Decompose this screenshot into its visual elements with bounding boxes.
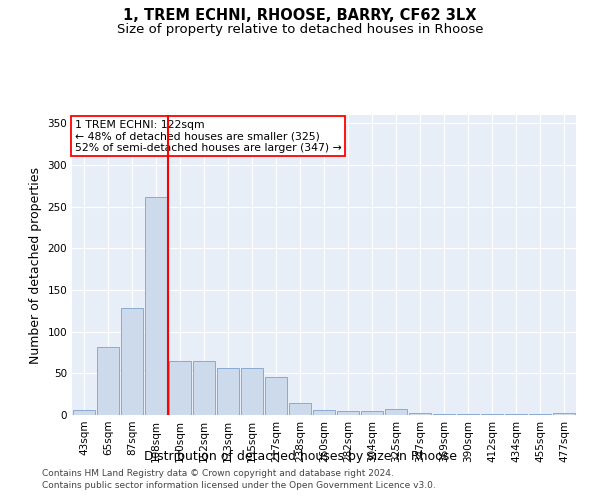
- Bar: [457, 414, 479, 415]
- Bar: [169, 361, 191, 415]
- Y-axis label: Number of detached properties: Number of detached properties: [29, 166, 42, 364]
- Bar: [433, 414, 455, 415]
- Bar: [505, 414, 527, 415]
- Text: Contains HM Land Registry data © Crown copyright and database right 2024.: Contains HM Land Registry data © Crown c…: [42, 468, 394, 477]
- Bar: [265, 376, 287, 415]
- Bar: [73, 410, 95, 415]
- Bar: [241, 368, 263, 415]
- Bar: [385, 409, 407, 415]
- Bar: [529, 414, 551, 415]
- Bar: [553, 414, 575, 415]
- Bar: [337, 411, 359, 415]
- Bar: [361, 411, 383, 415]
- Bar: [289, 404, 311, 415]
- Bar: [97, 346, 119, 415]
- Bar: [481, 414, 503, 415]
- Bar: [121, 308, 143, 415]
- Text: Contains public sector information licensed under the Open Government Licence v3: Contains public sector information licen…: [42, 481, 436, 490]
- Bar: [193, 361, 215, 415]
- Text: 1, TREM ECHNI, RHOOSE, BARRY, CF62 3LX: 1, TREM ECHNI, RHOOSE, BARRY, CF62 3LX: [123, 8, 477, 22]
- Text: 1 TREM ECHNI: 122sqm
← 48% of detached houses are smaller (325)
52% of semi-deta: 1 TREM ECHNI: 122sqm ← 48% of detached h…: [74, 120, 341, 152]
- Bar: [145, 196, 167, 415]
- Bar: [313, 410, 335, 415]
- Text: Distribution of detached houses by size in Rhoose: Distribution of detached houses by size …: [143, 450, 457, 463]
- Bar: [409, 414, 431, 415]
- Bar: [217, 368, 239, 415]
- Text: Size of property relative to detached houses in Rhoose: Size of property relative to detached ho…: [117, 22, 483, 36]
